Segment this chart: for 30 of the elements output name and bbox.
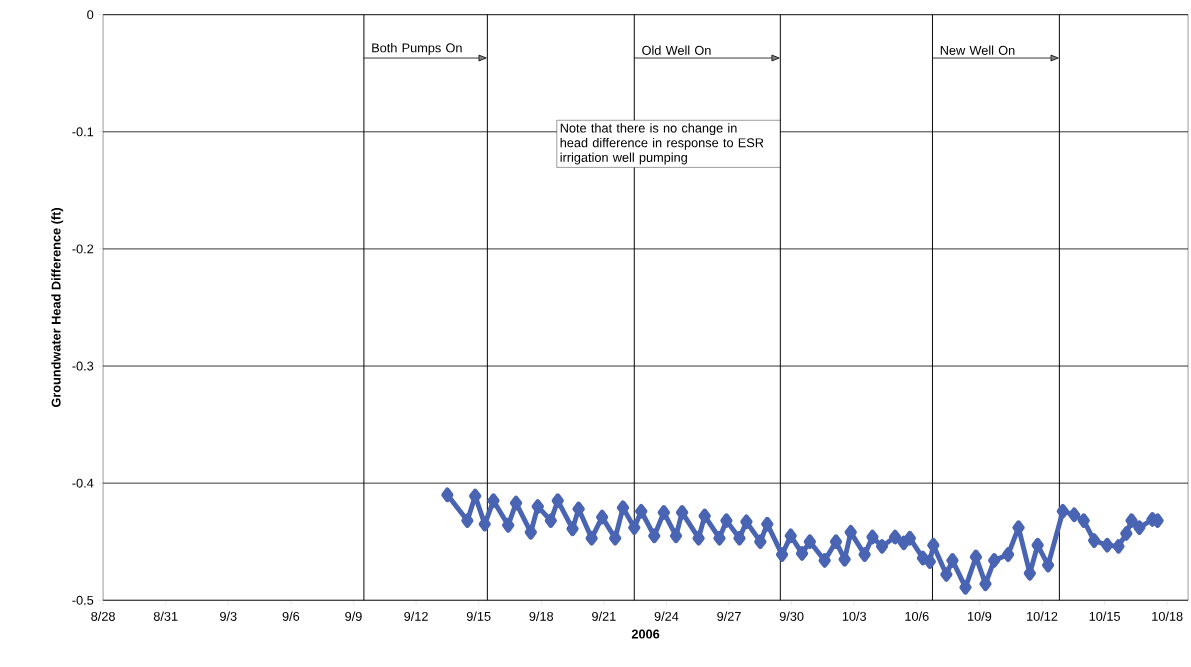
x-tick-label: 8/31 [153, 611, 178, 621]
x-tick-label: 8/28 [91, 611, 115, 621]
x-tick-label: 9/18 [529, 611, 554, 621]
y-tick-label: -0.4 [72, 478, 94, 488]
y-tick-label: 0 [87, 10, 94, 20]
annotation: Old Well On [642, 45, 711, 55]
x-tick-label: 10/12 [1027, 611, 1058, 621]
x-tick-label: 10/3 [842, 611, 867, 621]
x-axis-title: 2006 [631, 629, 660, 639]
x-tick-label: 10/15 [1089, 611, 1120, 621]
x-tick-label: 9/15 [466, 611, 491, 621]
x-tick-label: 9/30 [779, 611, 804, 621]
x-tick-label: 10/9 [967, 611, 992, 621]
x-tick-label: 9/6 [282, 611, 300, 621]
annotation: Both Pumps On [372, 43, 462, 55]
x-tick-label: 9/21 [592, 611, 616, 621]
x-tick-label: 9/24 [654, 611, 679, 621]
annotation: New Well On [940, 45, 1015, 55]
x-tick-label: 10/18 [1152, 611, 1183, 621]
x-tick-label: 9/27 [717, 611, 741, 621]
x-tick-label: 10/6 [905, 611, 929, 621]
y-tick-label: -0.1 [72, 127, 94, 137]
y-tick-label: -0.3 [72, 361, 94, 371]
x-tick-label: 9/9 [345, 611, 362, 621]
annotation: Note that there is no change in head difference in response to ESR irrigation well pumping [560, 123, 764, 165]
y-axis-title: Groundwater Head Difference (ft) [51, 208, 64, 408]
x-tick-label: 9/12 [404, 611, 428, 621]
y-tick-label: -0.2 [72, 244, 94, 254]
x-tick-label: 9/3 [220, 611, 237, 621]
y-tick-label: -0.5 [72, 595, 94, 605]
